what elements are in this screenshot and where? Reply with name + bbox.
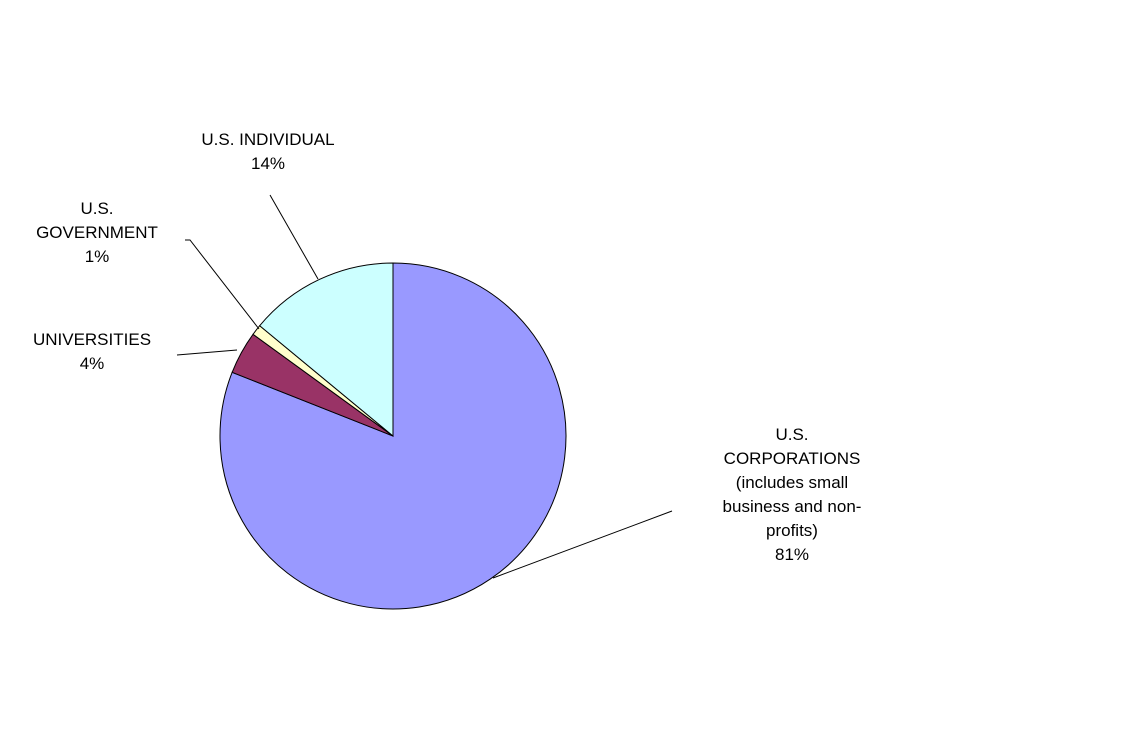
slice-category-line-corporations: (includes small (736, 473, 848, 492)
slice-category-line-individual: U.S. INDIVIDUAL (201, 130, 334, 149)
slice-percent-individual: 14% (251, 154, 285, 173)
slice-category-line-government: U.S. (80, 199, 113, 218)
slice-percent-corporations: 81% (775, 545, 809, 564)
slice-category-line-corporations: U.S. (775, 425, 808, 444)
leader-line-individual (269, 194, 319, 280)
slice-label-corporations: U.S. CORPORATIONS (includes small business … (723, 425, 862, 564)
leader-line-corporations (492, 510, 673, 579)
labels-layer: U.S. CORPORATIONS (includes small business … (33, 130, 862, 564)
slice-label-government: U.S. GOVERNMENT 1% (36, 199, 158, 266)
slice-category-line-corporations: business and non- (723, 497, 862, 516)
slice-category-line-corporations: CORPORATIONS (724, 449, 861, 468)
slice-label-universities: UNIVERSITIES 4% (33, 330, 151, 373)
slice-label-individual: U.S. INDIVIDUAL 14% (201, 130, 334, 173)
slice-category-line-government: GOVERNMENT (36, 223, 158, 242)
leader-line-universities (176, 349, 238, 356)
slice-category-line-universities: UNIVERSITIES (33, 330, 151, 349)
slice-percent-government: 1% (85, 247, 110, 266)
slice-category-line-corporations: profits) (766, 521, 818, 540)
pie-slice-individual (258, 262, 394, 438)
leader-line-government (185, 239, 260, 330)
slice-percent-universities: 4% (80, 354, 105, 373)
slices-layer (219, 262, 567, 610)
leader-lines-layer (176, 194, 673, 579)
